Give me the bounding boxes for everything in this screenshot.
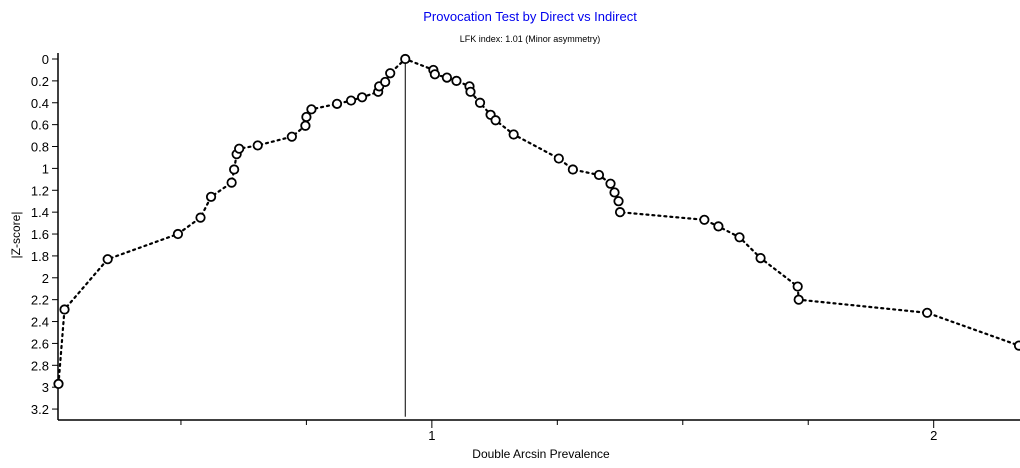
data-point bbox=[734, 232, 745, 243]
data-point bbox=[300, 120, 311, 131]
y-tick-label: 1.4 bbox=[31, 205, 49, 220]
data-point bbox=[345, 95, 357, 106]
chart-subtitle: LFK index: 1.01 (Minor asymmetry) bbox=[460, 34, 601, 44]
data-point bbox=[429, 69, 440, 80]
data-point bbox=[922, 307, 933, 318]
data-point bbox=[553, 153, 564, 164]
axes bbox=[57, 53, 1020, 421]
data-point bbox=[301, 111, 312, 123]
data-point bbox=[234, 143, 245, 154]
y-tick-label: 2.6 bbox=[31, 336, 49, 351]
data-point bbox=[613, 196, 624, 207]
data-point bbox=[490, 115, 501, 126]
data-point bbox=[380, 76, 391, 88]
data-point bbox=[508, 129, 519, 140]
data-point bbox=[357, 92, 368, 103]
y-tick-label: 0.2 bbox=[31, 74, 49, 89]
y-tick-label: 0.6 bbox=[31, 118, 49, 133]
data-point bbox=[593, 169, 605, 181]
data-point bbox=[195, 212, 206, 223]
data-point bbox=[229, 164, 240, 175]
x-tick-label: 2 bbox=[930, 428, 937, 443]
data-point bbox=[252, 140, 263, 151]
y-ticks: 0 0.2 0.4 0.6 0.8 1 1.2 1.4 1.6 1.8 2 2.2 2.4 2.6 2.8 3… bbox=[31, 52, 58, 417]
y-tick-label: 1 bbox=[42, 161, 49, 176]
data-point bbox=[331, 98, 343, 109]
data-point bbox=[1013, 340, 1020, 351]
data-point bbox=[205, 191, 217, 202]
y-tick-label: 2.2 bbox=[31, 293, 49, 308]
y-tick-label: 0 bbox=[42, 52, 49, 67]
data-point bbox=[441, 72, 453, 83]
data-point bbox=[609, 187, 620, 198]
data-point bbox=[793, 294, 804, 305]
data-point bbox=[465, 86, 476, 97]
data-point bbox=[53, 378, 64, 389]
x-axis-label: Double Arcsin Prevalence bbox=[472, 447, 610, 461]
y-tick-label: 1.6 bbox=[31, 227, 49, 242]
y-tick-label: 1.2 bbox=[31, 183, 49, 198]
data-point bbox=[474, 97, 486, 108]
y-tick-label: 1.8 bbox=[31, 249, 49, 264]
data-point bbox=[59, 304, 70, 315]
y-axis-label: |Z-score| bbox=[9, 212, 23, 259]
chart-title: Provocation Test by Direct vs Indirect bbox=[423, 9, 637, 24]
y-tick-label: 3.2 bbox=[31, 402, 49, 417]
y-tick-label: 2 bbox=[42, 271, 49, 286]
data-point bbox=[226, 177, 237, 188]
data-point bbox=[755, 252, 766, 264]
data-point bbox=[792, 281, 803, 292]
data-point bbox=[400, 53, 411, 65]
data-point bbox=[102, 254, 113, 265]
data-point bbox=[172, 228, 184, 240]
data-point bbox=[306, 104, 317, 115]
data-point bbox=[567, 164, 578, 175]
y-tick-label: 2.8 bbox=[31, 358, 49, 373]
y-tick-label: 2.4 bbox=[31, 315, 49, 330]
data-point bbox=[451, 75, 462, 86]
y-tick-label: 0.4 bbox=[31, 96, 49, 111]
data-points bbox=[53, 53, 1020, 389]
data-point bbox=[713, 221, 724, 232]
y-tick-label: 3 bbox=[42, 380, 49, 395]
data-point bbox=[614, 207, 626, 218]
data-point bbox=[605, 178, 616, 189]
y-tick-label: 0.8 bbox=[31, 140, 49, 155]
data-point bbox=[286, 131, 297, 142]
data-point bbox=[385, 68, 396, 79]
x-tick-label: 1 bbox=[428, 428, 435, 443]
data-point bbox=[699, 214, 710, 225]
